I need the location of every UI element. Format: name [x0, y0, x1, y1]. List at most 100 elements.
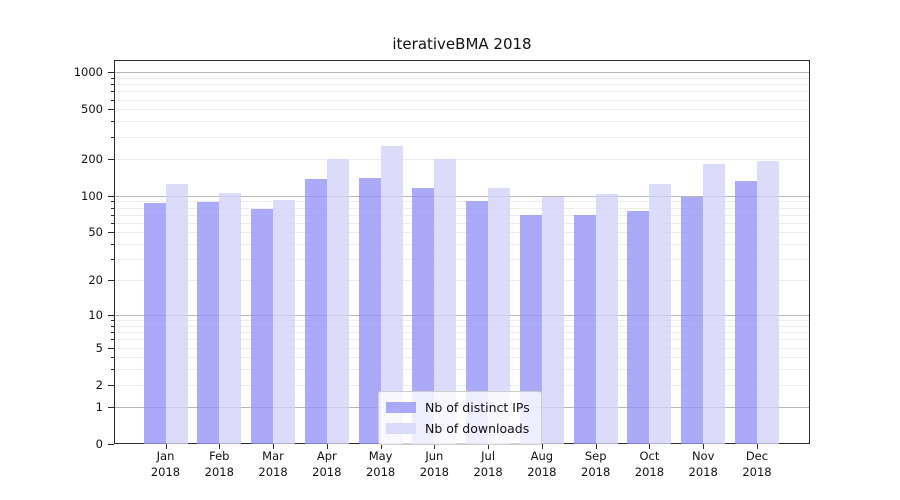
minor-gridline — [115, 207, 809, 209]
x-tick-mark — [703, 444, 705, 449]
legend-label-distinct-ips: Nb of distinct IPs — [425, 400, 530, 415]
minor-gridline — [115, 280, 809, 282]
y-tick-label: 0 — [95, 437, 103, 451]
minor-gridline — [115, 158, 809, 160]
minor-gridline — [115, 232, 809, 234]
y-tick-mark — [108, 406, 114, 408]
x-tick-month: May — [368, 449, 393, 463]
major-gridline — [115, 195, 809, 197]
y-minor-tick-mark — [111, 280, 114, 282]
x-tick-mark — [541, 444, 543, 449]
bar-downloads-sep — [595, 193, 618, 444]
legend: Nb of distinct IPs Nb of downloads — [378, 391, 542, 445]
x-tick-year: 2018 — [204, 464, 234, 479]
x-tick-mark — [649, 444, 651, 449]
minor-gridline — [115, 325, 809, 327]
y-tick-label: 1000 — [73, 65, 103, 80]
bar-downloads-aug — [541, 197, 564, 444]
y-minor-tick-mark — [111, 384, 114, 386]
x-tick-label: Nov 2018 — [676, 449, 730, 480]
x-tick-year: 2018 — [312, 464, 342, 479]
y-tick-mark — [108, 314, 114, 316]
y-tick-label: 500 — [81, 102, 103, 117]
x-tick-mark — [219, 444, 221, 449]
bar-distinct-ips-dec — [734, 180, 757, 444]
x-tick-month: Aug — [530, 449, 554, 463]
y-tick-label: 100 — [81, 188, 103, 203]
minor-gridline — [115, 369, 809, 371]
bar-downloads-jul — [488, 188, 511, 444]
y-minor-tick-mark — [111, 99, 114, 101]
y-minor-tick-mark — [111, 347, 114, 349]
y-tick-mark — [108, 72, 114, 74]
minor-gridline — [115, 357, 809, 359]
y-minor-tick-mark — [111, 158, 114, 160]
x-tick-month: Jul — [481, 449, 496, 463]
x-tick-month: Dec — [745, 449, 769, 463]
x-tick-year: 2018 — [688, 464, 718, 479]
bar-downloads-jun — [434, 158, 457, 444]
y-minor-tick-mark — [111, 369, 114, 371]
minor-gridline — [115, 84, 809, 86]
bar-distinct-ips-feb — [197, 202, 220, 444]
x-tick-year: 2018 — [527, 464, 557, 479]
bar-downloads-feb — [219, 192, 242, 444]
x-tick-year: 2018 — [365, 464, 396, 479]
x-tick-year: 2018 — [581, 464, 611, 479]
bar-distinct-ips-sep — [573, 214, 596, 444]
bar-downloads-jan — [165, 183, 188, 444]
bar-downloads-may — [380, 146, 403, 444]
minor-gridline — [115, 121, 809, 123]
minor-gridline — [115, 384, 809, 386]
y-tick-label: 20 — [88, 273, 103, 288]
y-tick-label: 50 — [88, 225, 103, 240]
x-tick-month: Jan — [156, 449, 175, 463]
bar-downloads-dec — [756, 161, 779, 444]
x-tick-label: Apr 2018 — [300, 449, 354, 480]
y-tick-mark — [108, 195, 114, 197]
bar-distinct-ips-mar — [251, 208, 274, 444]
x-tick-label: Aug 2018 — [515, 449, 569, 480]
y-tick-label: 1 — [95, 399, 103, 414]
y-minor-tick-mark — [111, 91, 114, 93]
minor-gridline — [115, 222, 809, 224]
bar-distinct-ips-nov — [681, 197, 704, 444]
y-tick-label: 2 — [95, 377, 103, 392]
bar-distinct-ips-aug — [519, 214, 542, 444]
x-tick-label: May 2018 — [354, 449, 408, 480]
bar-distinct-ips-jul — [466, 201, 489, 444]
y-minor-tick-mark — [111, 201, 114, 203]
y-minor-tick-mark — [111, 77, 114, 79]
x-tick-year: 2018 — [742, 464, 772, 479]
plot-area — [114, 60, 810, 444]
y-tick-mark — [108, 444, 114, 445]
x-tick-mark — [595, 444, 597, 449]
bar-downloads-mar — [273, 200, 296, 444]
y-minor-tick-mark — [111, 325, 114, 327]
x-tick-label: Sep 2018 — [569, 449, 623, 480]
y-tick-label: 5 — [95, 340, 103, 355]
x-tick-mark — [165, 444, 167, 449]
x-tick-year: 2018 — [419, 464, 449, 479]
bar-distinct-ips-jun — [412, 188, 435, 444]
chart-title: iterativeBMA 2018 — [392, 35, 532, 53]
minor-gridline — [115, 332, 809, 334]
y-minor-tick-mark — [111, 244, 114, 246]
minor-gridline — [115, 109, 809, 111]
legend-label-downloads: Nb of downloads — [425, 421, 530, 436]
y-minor-tick-mark — [111, 109, 114, 111]
y-minor-tick-mark — [111, 121, 114, 123]
x-tick-mark — [273, 444, 275, 449]
bar-distinct-ips-jan — [143, 203, 166, 444]
bar-distinct-ips-apr — [304, 179, 327, 444]
y-tick-label: 10 — [88, 307, 103, 322]
x-tick-label: Feb 2018 — [192, 449, 246, 480]
y-minor-tick-mark — [111, 232, 114, 234]
bar-downloads-apr — [326, 158, 349, 444]
y-minor-tick-mark — [111, 332, 114, 334]
y-minor-tick-mark — [111, 357, 114, 359]
minor-gridline — [115, 347, 809, 349]
x-tick-month: Feb — [209, 449, 230, 463]
y-minor-tick-mark — [111, 259, 114, 261]
minor-gridline — [115, 99, 809, 101]
